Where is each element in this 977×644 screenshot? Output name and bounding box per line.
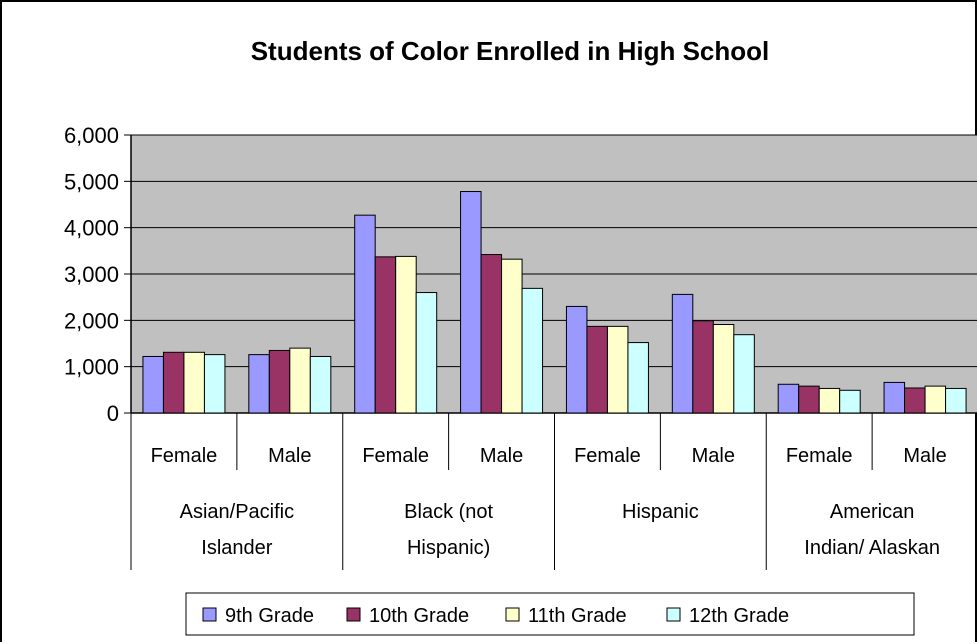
x-group-label: Asian/Pacific [180,501,295,523]
chart-title: Students of Color Enrolled in High Schoo… [251,36,770,66]
x-subcategory-label: Female [574,445,641,467]
legend-swatch [346,607,361,622]
bar [248,354,270,414]
bar [606,325,629,414]
bar [945,387,967,414]
y-tick-label: 1,000 [64,355,119,380]
legend-label: 12th Grade [689,605,789,627]
legend-swatch [666,607,681,622]
x-group-label: Black (not [404,501,493,523]
bar [904,387,926,414]
bar [671,293,694,414]
bar [183,351,205,414]
bar [480,254,503,414]
bar [818,387,841,414]
legend: 9th Grade 10th Grade 11th Grade 12th Grade [185,592,915,636]
legend-swatch [505,607,520,622]
bar [777,383,800,414]
x-group-label: Islander [201,537,272,559]
bar [839,389,861,414]
legend-label: 11th Grade [528,605,627,627]
x-group-label: Hispanic [622,501,699,523]
bar [733,334,755,414]
bar [162,351,185,414]
y-tick-label: 5,000 [64,169,119,194]
bar [289,347,311,414]
bar [268,349,291,414]
legend-box [185,592,915,636]
legend-label: 10th Grade [369,605,469,627]
x-subcategory-label: Male [903,445,946,467]
y-tick-label: 0 [107,401,119,426]
category-labels: Female Male Asian/Pacific Islander Female Mal… [130,413,947,570]
x-group-label: Indian/ Alaskan [804,537,940,559]
bar [521,287,544,414]
bar [374,256,397,414]
y-tick-label: 3,000 [64,262,119,287]
bar [501,258,523,414]
x-subcategory-label: Female [362,445,429,467]
x-subcategory-label: Male [692,445,735,467]
legend-swatch [202,607,217,622]
x-subcategory-label: Male [268,445,311,467]
legend-label: 9th Grade [225,605,314,627]
bar [565,305,588,414]
bar [692,320,714,414]
x-group-label: American [830,501,914,523]
x-subcategory-label: Female [151,445,218,467]
y-tick-label: 4,000 [64,216,119,241]
bar [712,324,735,414]
y-tick-label: 2,000 [64,308,119,333]
x-subcategory-label: Male [480,445,523,467]
bar [203,354,226,414]
bar [142,355,164,414]
bar [460,191,482,414]
bar [354,214,376,414]
bar [586,325,608,414]
bar [798,385,820,414]
bar [924,385,947,414]
x-group-label: Hispanic) [407,537,490,559]
x-subcategory-label: Female [786,445,853,467]
bar [627,342,649,414]
bar [883,381,906,414]
bar [395,255,417,414]
bar [415,292,438,414]
bar [309,355,332,414]
y-tick-label: 6,000 [64,123,119,148]
bars [142,191,967,414]
